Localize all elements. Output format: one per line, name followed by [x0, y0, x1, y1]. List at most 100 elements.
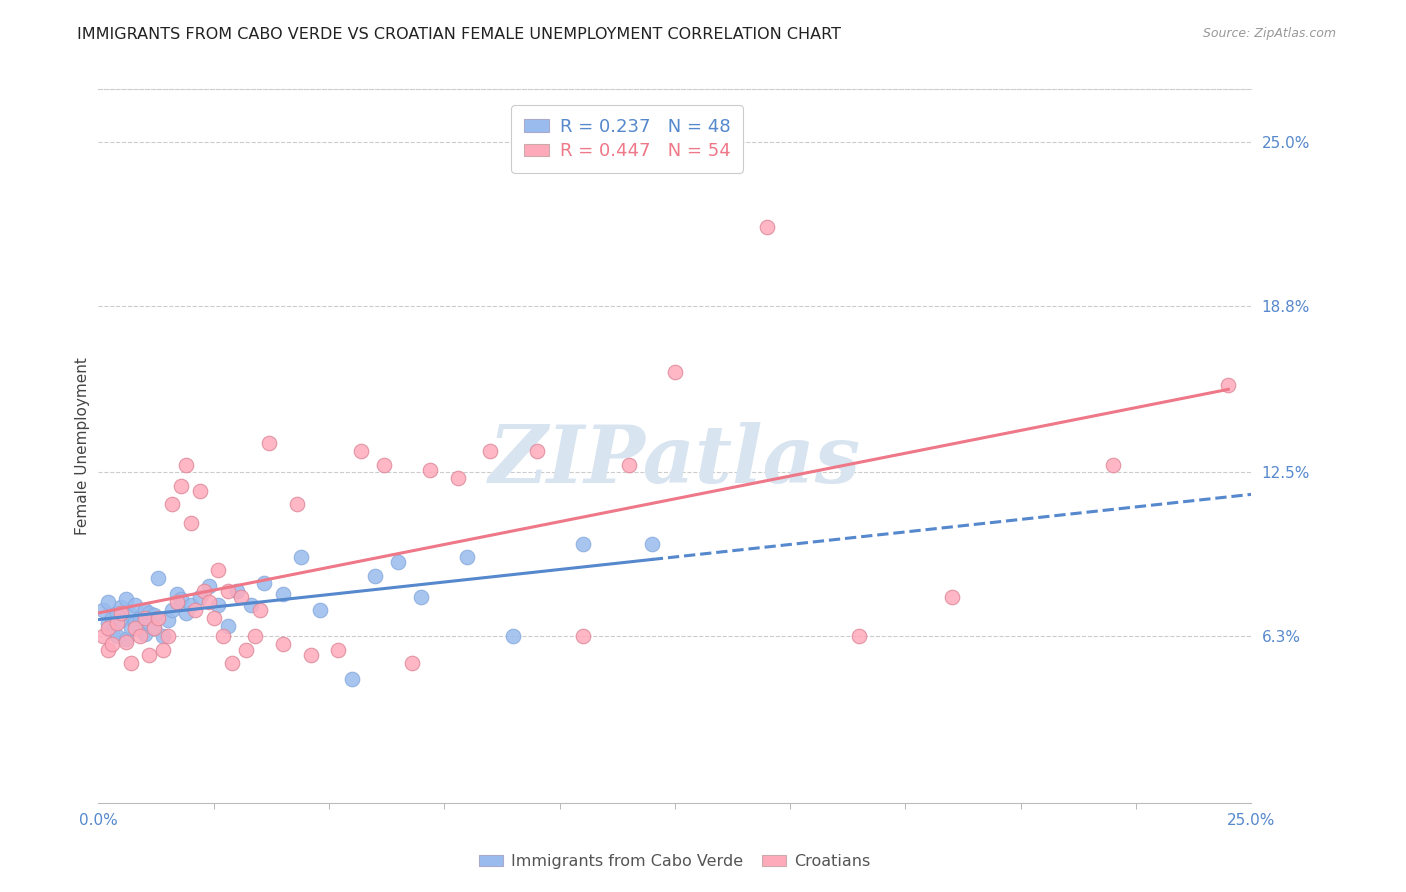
Point — [456, 549, 478, 564]
Point — [134, 603, 156, 617]
Point — [1218, 378, 1240, 392]
Point — [124, 616, 146, 631]
Point — [142, 621, 165, 635]
Point — [202, 611, 225, 625]
Point — [124, 621, 146, 635]
Point — [198, 595, 221, 609]
Point — [184, 603, 207, 617]
Point — [134, 626, 156, 640]
Point — [373, 458, 395, 472]
Point — [101, 624, 124, 638]
Point — [91, 629, 114, 643]
Text: Source: ZipAtlas.com: Source: ZipAtlas.com — [1202, 27, 1336, 40]
Point — [198, 579, 221, 593]
Point — [152, 642, 174, 657]
Point — [411, 590, 433, 604]
Point — [97, 616, 120, 631]
Point — [105, 606, 128, 620]
Point — [193, 584, 215, 599]
Point — [180, 516, 202, 530]
Point — [148, 611, 170, 625]
Point — [105, 616, 128, 631]
Point — [941, 590, 963, 604]
Legend: R = 0.237   N = 48, R = 0.447   N = 54: R = 0.237 N = 48, R = 0.447 N = 54 — [510, 105, 744, 173]
Point — [664, 365, 686, 379]
Point — [188, 483, 211, 498]
Point — [115, 634, 138, 648]
Point — [207, 598, 229, 612]
Point — [526, 444, 548, 458]
Point — [170, 478, 193, 492]
Point — [245, 629, 267, 643]
Point — [212, 629, 235, 643]
Point — [217, 618, 239, 632]
Point — [235, 642, 257, 657]
Point — [180, 598, 202, 612]
Point — [756, 219, 779, 234]
Point — [188, 590, 211, 604]
Point — [207, 563, 229, 577]
Point — [138, 648, 160, 662]
Point — [166, 595, 188, 609]
Point — [340, 672, 363, 686]
Point — [617, 458, 640, 472]
Point — [97, 595, 120, 609]
Point — [225, 584, 247, 599]
Point — [848, 629, 870, 643]
Point — [299, 648, 322, 662]
Point — [479, 444, 502, 458]
Point — [160, 497, 183, 511]
Point — [290, 549, 312, 564]
Legend: Immigrants from Cabo Verde, Croatians: Immigrants from Cabo Verde, Croatians — [472, 847, 877, 875]
Point — [91, 603, 114, 617]
Point — [221, 656, 243, 670]
Point — [257, 436, 280, 450]
Point — [364, 568, 387, 582]
Point — [97, 642, 120, 657]
Y-axis label: Female Unemployment: Female Unemployment — [75, 357, 90, 535]
Point — [447, 471, 470, 485]
Point — [271, 587, 294, 601]
Point — [148, 571, 170, 585]
Point — [271, 637, 294, 651]
Point — [249, 603, 271, 617]
Point — [142, 621, 165, 635]
Point — [120, 608, 142, 623]
Point — [134, 611, 156, 625]
Point — [231, 590, 253, 604]
Point — [129, 629, 152, 643]
Point — [115, 632, 138, 646]
Text: IMMIGRANTS FROM CABO VERDE VS CROATIAN FEMALE UNEMPLOYMENT CORRELATION CHART: IMMIGRANTS FROM CABO VERDE VS CROATIAN F… — [77, 27, 841, 42]
Point — [138, 606, 160, 620]
Point — [152, 629, 174, 643]
Text: ZIPatlas: ZIPatlas — [489, 422, 860, 499]
Point — [105, 629, 128, 643]
Point — [641, 537, 664, 551]
Point — [110, 614, 132, 628]
Point — [174, 458, 197, 472]
Point — [101, 637, 124, 651]
Point — [239, 598, 262, 612]
Point — [115, 592, 138, 607]
Point — [142, 608, 165, 623]
Point — [401, 656, 423, 670]
Point — [138, 616, 160, 631]
Point — [156, 614, 179, 628]
Point — [97, 621, 120, 635]
Point — [1102, 458, 1125, 472]
Point — [308, 603, 330, 617]
Point — [124, 598, 146, 612]
Point — [217, 584, 239, 599]
Point — [101, 611, 124, 625]
Point — [156, 629, 179, 643]
Point — [571, 629, 593, 643]
Point — [328, 642, 350, 657]
Point — [110, 600, 132, 615]
Point — [110, 606, 132, 620]
Point — [120, 656, 142, 670]
Point — [502, 629, 524, 643]
Point — [419, 463, 441, 477]
Point — [571, 537, 593, 551]
Point — [174, 606, 197, 620]
Point — [285, 497, 308, 511]
